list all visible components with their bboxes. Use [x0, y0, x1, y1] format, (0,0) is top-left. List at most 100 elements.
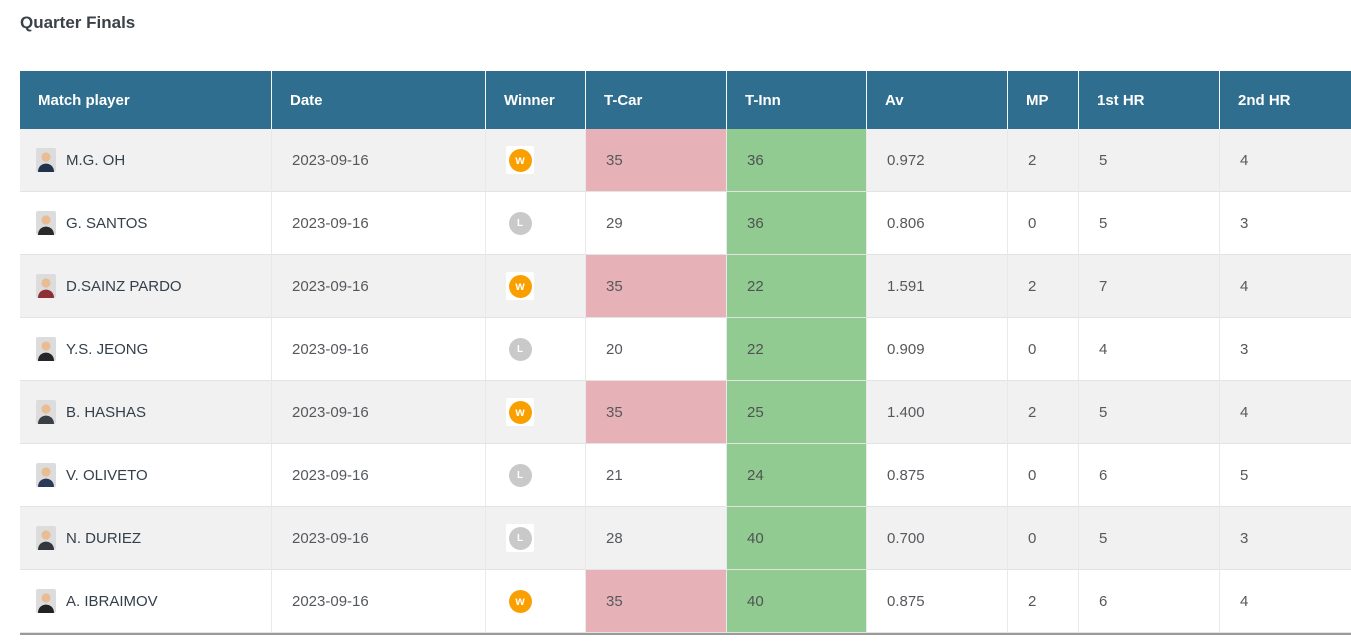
cell-t-car: 35 — [586, 381, 727, 444]
cell-1st-hr: 4 — [1079, 318, 1220, 381]
cell-av: 0.875 — [867, 444, 1008, 507]
cell-player: Y.S. JEONG — [20, 318, 272, 381]
cell-t-inn: 40 — [727, 570, 867, 633]
column-header-t-inn: T-Inn — [727, 71, 867, 129]
winner-badge-box: W — [506, 272, 534, 300]
player-avatar-icon — [36, 526, 56, 550]
cell-winner: L — [486, 507, 586, 570]
cell-1st-hr: 5 — [1079, 507, 1220, 570]
cell-winner: W — [486, 255, 586, 318]
cell-t-inn: 36 — [727, 129, 867, 192]
cell-t-car: 21 — [586, 444, 727, 507]
cell-t-car: 35 — [586, 570, 727, 633]
winner-badge-box: W — [506, 587, 534, 615]
cell-t-inn: 22 — [727, 255, 867, 318]
player-name: G. SANTOS — [66, 214, 148, 232]
cell-player: V. OLIVETO — [20, 444, 272, 507]
cell-winner: L — [486, 318, 586, 381]
cell-av: 0.700 — [867, 507, 1008, 570]
page-title: Quarter Finals — [20, 13, 136, 32]
column-header-match-player: Match player — [20, 71, 272, 129]
cell-2nd-hr: 3 — [1220, 318, 1351, 381]
cell-t-inn: 25 — [727, 381, 867, 444]
winner-badge-box: W — [506, 146, 534, 174]
cell-av: 0.875 — [867, 570, 1008, 633]
cell-1st-hr: 5 — [1079, 192, 1220, 255]
table-row: Y.S. JEONG 2023-09-16 L 20 22 0.909 0 4 … — [20, 318, 1351, 381]
winner-w-icon: W — [508, 274, 532, 298]
table-header-row: Match player Date Winner T-Car T-Inn Av … — [20, 71, 1351, 129]
player-name: V. OLIVETO — [66, 466, 148, 484]
cell-t-car: 35 — [586, 255, 727, 318]
cell-winner: L — [486, 444, 586, 507]
column-header-date: Date — [272, 71, 486, 129]
player-avatar-icon — [36, 148, 56, 172]
player-avatar-icon — [36, 589, 56, 613]
table-row: A. IBRAIMOV 2023-09-16 W 35 40 0.875 2 6… — [20, 570, 1351, 633]
player-name: A. IBRAIMOV — [66, 592, 158, 610]
cell-2nd-hr: 3 — [1220, 507, 1351, 570]
cell-av: 0.972 — [867, 129, 1008, 192]
cell-player: G. SANTOS — [20, 192, 272, 255]
cell-av: 1.400 — [867, 381, 1008, 444]
winner-badge-box: L — [506, 335, 534, 363]
loser-l-icon: L — [508, 337, 532, 361]
cell-av: 0.909 — [867, 318, 1008, 381]
table-row: D.SAINZ PARDO 2023-09-16 W 35 22 1.591 2… — [20, 255, 1351, 318]
player-name: N. DURIEZ — [66, 529, 141, 547]
player-avatar-icon — [36, 400, 56, 424]
column-header-av: Av — [867, 71, 1008, 129]
loser-l-icon: L — [508, 211, 532, 235]
cell-2nd-hr: 4 — [1220, 255, 1351, 318]
cell-1st-hr: 5 — [1079, 381, 1220, 444]
cell-winner: W — [486, 570, 586, 633]
winner-w-icon: W — [508, 589, 532, 613]
cell-t-inn: 36 — [727, 192, 867, 255]
player-avatar-icon — [36, 274, 56, 298]
cell-av: 1.591 — [867, 255, 1008, 318]
cell-date: 2023-09-16 — [272, 507, 486, 570]
column-header-1st-hr: 1st HR — [1079, 71, 1220, 129]
cell-player: B. HASHAS — [20, 381, 272, 444]
cell-date: 2023-09-16 — [272, 192, 486, 255]
cell-mp: 2 — [1008, 381, 1079, 444]
table-row: N. DURIEZ 2023-09-16 L 28 40 0.700 0 5 3 — [20, 507, 1351, 570]
cell-mp: 0 — [1008, 444, 1079, 507]
cell-player: A. IBRAIMOV — [20, 570, 272, 633]
player-avatar-icon — [36, 463, 56, 487]
cell-mp: 2 — [1008, 129, 1079, 192]
player-name: D.SAINZ PARDO — [66, 277, 182, 295]
cell-2nd-hr: 3 — [1220, 192, 1351, 255]
cell-1st-hr: 5 — [1079, 129, 1220, 192]
cell-t-inn: 40 — [727, 507, 867, 570]
cell-date: 2023-09-16 — [272, 570, 486, 633]
winner-badge-box: L — [506, 461, 534, 489]
cell-mp: 0 — [1008, 192, 1079, 255]
cell-player: N. DURIEZ — [20, 507, 272, 570]
cell-t-car: 29 — [586, 192, 727, 255]
winner-w-icon: W — [508, 148, 532, 172]
cell-mp: 2 — [1008, 570, 1079, 633]
table-row: G. SANTOS 2023-09-16 L 29 36 0.806 0 5 3 — [20, 192, 1351, 255]
cell-t-car: 28 — [586, 507, 727, 570]
table-row: V. OLIVETO 2023-09-16 L 21 24 0.875 0 6 … — [20, 444, 1351, 507]
column-header-2nd-hr: 2nd HR — [1220, 71, 1351, 129]
player-avatar-icon — [36, 211, 56, 235]
cell-1st-hr: 6 — [1079, 570, 1220, 633]
cell-av: 0.806 — [867, 192, 1008, 255]
cell-player: D.SAINZ PARDO — [20, 255, 272, 318]
cell-date: 2023-09-16 — [272, 381, 486, 444]
cell-2nd-hr: 4 — [1220, 381, 1351, 444]
player-avatar-icon — [36, 337, 56, 361]
table-row: B. HASHAS 2023-09-16 W 35 25 1.400 2 5 4 — [20, 381, 1351, 444]
player-name: Y.S. JEONG — [66, 340, 149, 358]
column-header-t-car: T-Car — [586, 71, 727, 129]
loser-l-icon: L — [508, 526, 532, 550]
cell-t-inn: 24 — [727, 444, 867, 507]
table-row: M.G. OH 2023-09-16 W 35 36 0.972 2 5 4 — [20, 129, 1351, 192]
cell-2nd-hr: 4 — [1220, 129, 1351, 192]
cell-winner: L — [486, 192, 586, 255]
cell-date: 2023-09-16 — [272, 444, 486, 507]
cell-date: 2023-09-16 — [272, 318, 486, 381]
cell-mp: 0 — [1008, 318, 1079, 381]
